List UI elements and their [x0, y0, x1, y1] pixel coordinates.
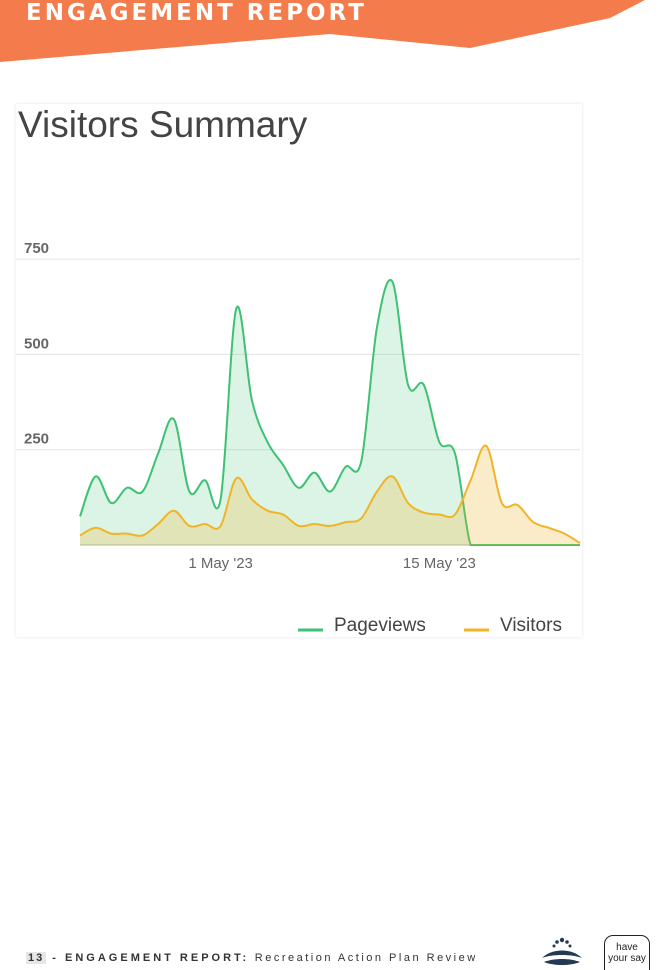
x-tick-label: 1 May '23 [188, 555, 253, 572]
banner-shape [0, 0, 645, 62]
page-number: 13 [26, 952, 47, 964]
page-footer: 13 - ENGAGEMENT REPORT: Recreation Actio… [26, 952, 478, 964]
y-tick-label: 750 [24, 240, 49, 257]
series-area-visitors [80, 445, 580, 545]
logo-text-line1: have [616, 942, 638, 953]
report-title: ENGAGEMENT REPORT [26, 0, 367, 26]
header-banner: ENGAGEMENT REPORT [0, 0, 670, 70]
legend-label-pageviews: Pageviews [334, 615, 426, 636]
series-line-pageviews [79, 278, 580, 546]
legend-label-visitors: Visitors [500, 615, 562, 636]
y-tick-label: 500 [24, 335, 49, 352]
series-line-visitors [79, 444, 581, 544]
footer-document-title: Recreation Action Plan Review [249, 952, 478, 964]
visitors-summary-card: 250 500 750 1 May '23 15 May '23 Pageviews Vis… [16, 104, 582, 637]
footer-separator: - [46, 952, 66, 964]
logo-text-line2: your say [608, 953, 646, 964]
council-logo-icon [538, 934, 586, 970]
y-tick-label: 250 [24, 431, 49, 448]
x-tick-label: 15 May '23 [403, 555, 476, 572]
visitors-chart: 250 500 750 1 May '23 15 May '23 Pageviews Vis… [16, 240, 581, 636]
have-your-say-logo: have your say [604, 935, 650, 970]
footer-label: ENGAGEMENT REPORT: [65, 952, 250, 964]
card-title: Visitors Summary [18, 104, 308, 145]
series-area-pageviews [80, 279, 580, 545]
